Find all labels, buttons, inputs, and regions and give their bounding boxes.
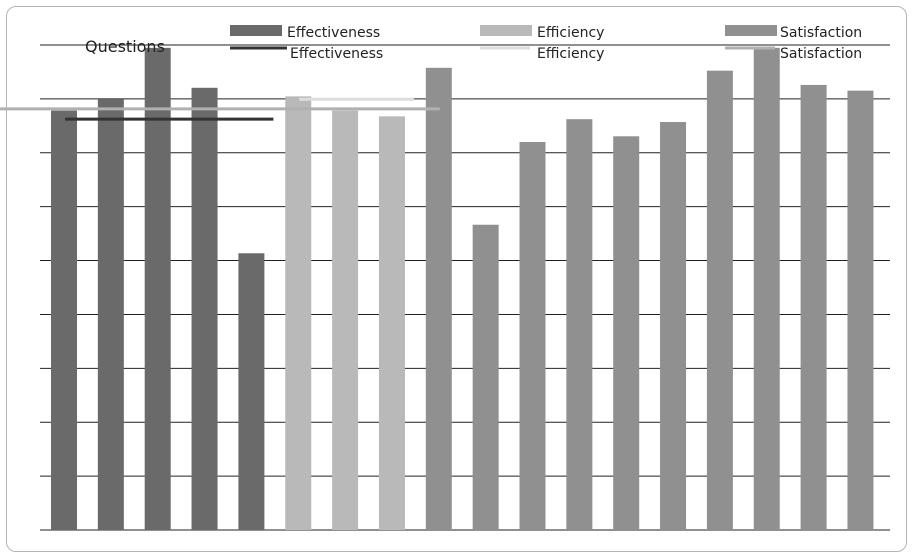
bar-1 [51,110,77,530]
bar-10 [472,224,499,530]
bar-16 [753,47,780,531]
bar-3 [144,47,171,531]
legend-label-bar-efficiency: Efficiency [537,25,604,41]
bar-15 [706,70,733,531]
legend-swatch-bar-efficiency [480,25,532,36]
bar-4 [191,87,218,530]
bar-6 [285,96,312,531]
legend-label-line-effectiveness: Effectiveness [290,46,383,62]
bar-9 [425,67,452,530]
legend-swatch-bar-effectiveness [230,25,282,36]
bar-5 [238,253,265,530]
legend-swatch-bar-satisfaction [725,25,777,36]
bar-8 [378,116,405,530]
bar-12 [566,119,593,531]
bar-11 [519,142,546,530]
bar-7 [332,110,359,530]
bar-13 [613,136,640,530]
chart-title: Questions [85,37,165,56]
bar-14 [660,122,687,530]
bar-17 [800,84,827,531]
bar-18 [847,90,874,530]
legend-label-line-satisfaction: Satisfaction [780,46,862,62]
legend-label-bar-effectiveness: Effectiveness [287,25,380,41]
bar-2 [97,99,124,531]
legend-label-line-efficiency: Efficiency [537,46,604,62]
legend-label-bar-satisfaction: Satisfaction [780,25,862,41]
